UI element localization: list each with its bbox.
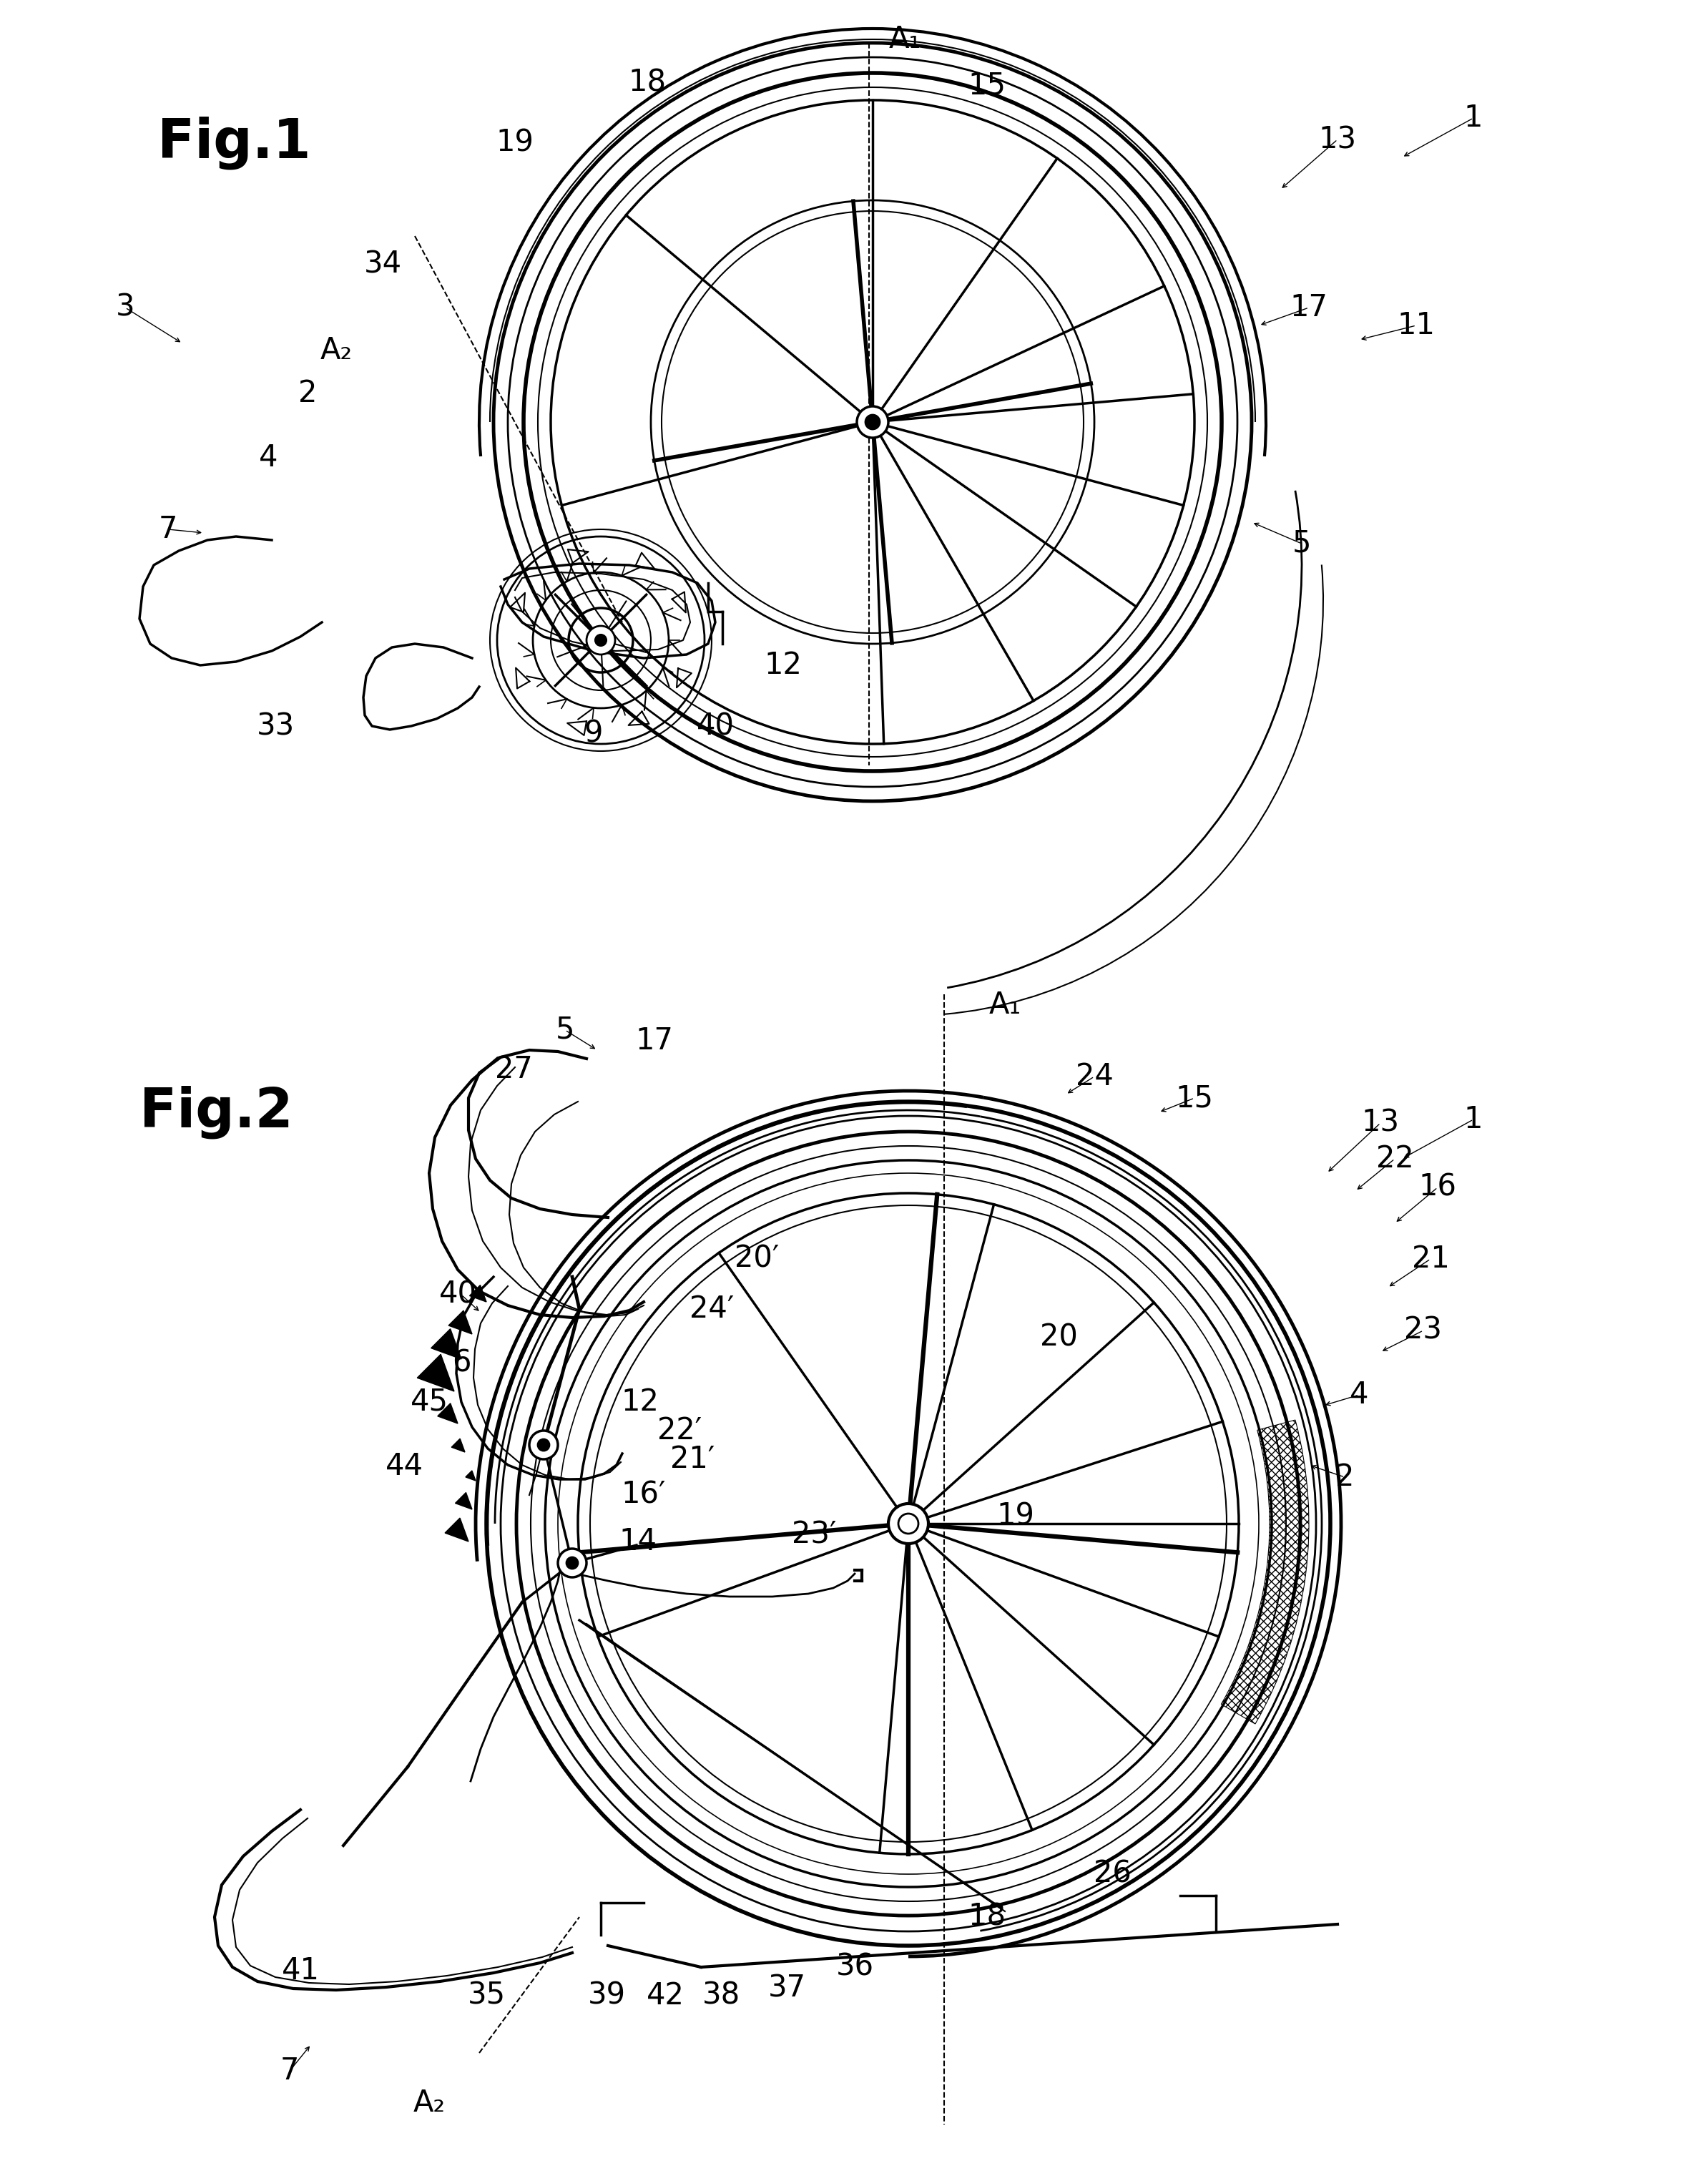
- Text: 27: 27: [495, 1055, 533, 1086]
- Polygon shape: [451, 1439, 465, 1452]
- Circle shape: [567, 1557, 577, 1570]
- Circle shape: [538, 1439, 550, 1450]
- Text: 5: 5: [1293, 528, 1312, 558]
- Text: 19: 19: [495, 128, 535, 158]
- Text: 22′: 22′: [658, 1415, 702, 1446]
- Text: 5: 5: [555, 1016, 574, 1044]
- Text: 1: 1: [1464, 102, 1483, 132]
- Text: 39: 39: [588, 1980, 625, 2010]
- Text: 40: 40: [697, 712, 734, 740]
- Text: 12: 12: [622, 1387, 659, 1418]
- Text: 35: 35: [468, 1980, 506, 2010]
- Circle shape: [559, 1548, 586, 1578]
- Text: 45: 45: [410, 1387, 447, 1418]
- Text: 18: 18: [968, 1902, 1006, 1932]
- Text: 11: 11: [1397, 310, 1435, 341]
- Text: 26: 26: [1093, 1858, 1131, 1889]
- Text: 6: 6: [453, 1348, 471, 1379]
- Text: A₂: A₂: [413, 2089, 446, 2119]
- Polygon shape: [430, 1329, 461, 1359]
- Text: 22: 22: [1377, 1144, 1414, 1175]
- Polygon shape: [446, 1518, 468, 1541]
- Circle shape: [529, 1431, 559, 1459]
- Circle shape: [594, 634, 606, 647]
- Text: 4: 4: [258, 443, 278, 473]
- Text: A₁: A₁: [989, 990, 1021, 1020]
- Text: 24′: 24′: [690, 1294, 734, 1324]
- Text: 36: 36: [835, 1952, 874, 1982]
- Text: 15: 15: [1175, 1083, 1213, 1114]
- Text: 13: 13: [1361, 1107, 1399, 1138]
- Text: 21′: 21′: [670, 1444, 714, 1474]
- Text: 34: 34: [364, 250, 401, 280]
- Text: 15: 15: [968, 72, 1006, 100]
- Text: 16: 16: [1419, 1172, 1457, 1203]
- Text: 20: 20: [1040, 1322, 1078, 1353]
- Text: 7: 7: [159, 515, 178, 545]
- Circle shape: [888, 1505, 929, 1544]
- Text: 9: 9: [584, 719, 603, 749]
- Text: 24: 24: [1076, 1062, 1114, 1092]
- Text: 23: 23: [1404, 1316, 1442, 1346]
- Text: 13: 13: [1319, 124, 1356, 154]
- Text: 23′: 23′: [791, 1520, 837, 1550]
- Text: 12: 12: [763, 651, 803, 680]
- Text: 3: 3: [116, 293, 135, 323]
- Polygon shape: [437, 1402, 458, 1424]
- Text: 2: 2: [1336, 1461, 1354, 1491]
- Text: A₂: A₂: [319, 337, 352, 365]
- Text: 44: 44: [386, 1452, 424, 1481]
- Text: 2: 2: [299, 378, 318, 408]
- Text: Fig.1: Fig.1: [157, 117, 311, 169]
- Circle shape: [866, 415, 880, 430]
- Text: 41: 41: [282, 1956, 319, 1986]
- Text: 33: 33: [256, 712, 294, 740]
- Text: 20′: 20′: [734, 1244, 779, 1274]
- Polygon shape: [417, 1355, 454, 1392]
- Text: 40: 40: [439, 1279, 477, 1309]
- Text: 16′: 16′: [622, 1481, 666, 1511]
- Circle shape: [586, 625, 615, 653]
- Polygon shape: [466, 1470, 475, 1481]
- Polygon shape: [449, 1311, 471, 1333]
- Text: A₁: A₁: [888, 24, 921, 54]
- Text: 17: 17: [635, 1025, 673, 1055]
- Text: 17: 17: [1290, 293, 1327, 323]
- Text: Fig.2: Fig.2: [140, 1086, 294, 1140]
- Text: 18: 18: [629, 67, 666, 98]
- Circle shape: [857, 406, 888, 439]
- Text: 42: 42: [646, 1980, 685, 2010]
- Text: 14: 14: [618, 1526, 658, 1557]
- Text: 4: 4: [1349, 1381, 1368, 1409]
- Text: 7: 7: [280, 2056, 299, 2086]
- Polygon shape: [470, 1285, 487, 1303]
- Text: 1: 1: [1464, 1105, 1483, 1135]
- Text: 38: 38: [702, 1980, 740, 2010]
- Text: 19: 19: [997, 1502, 1035, 1531]
- Text: 21: 21: [1411, 1244, 1450, 1274]
- Polygon shape: [456, 1491, 471, 1509]
- Text: 37: 37: [769, 1973, 806, 2004]
